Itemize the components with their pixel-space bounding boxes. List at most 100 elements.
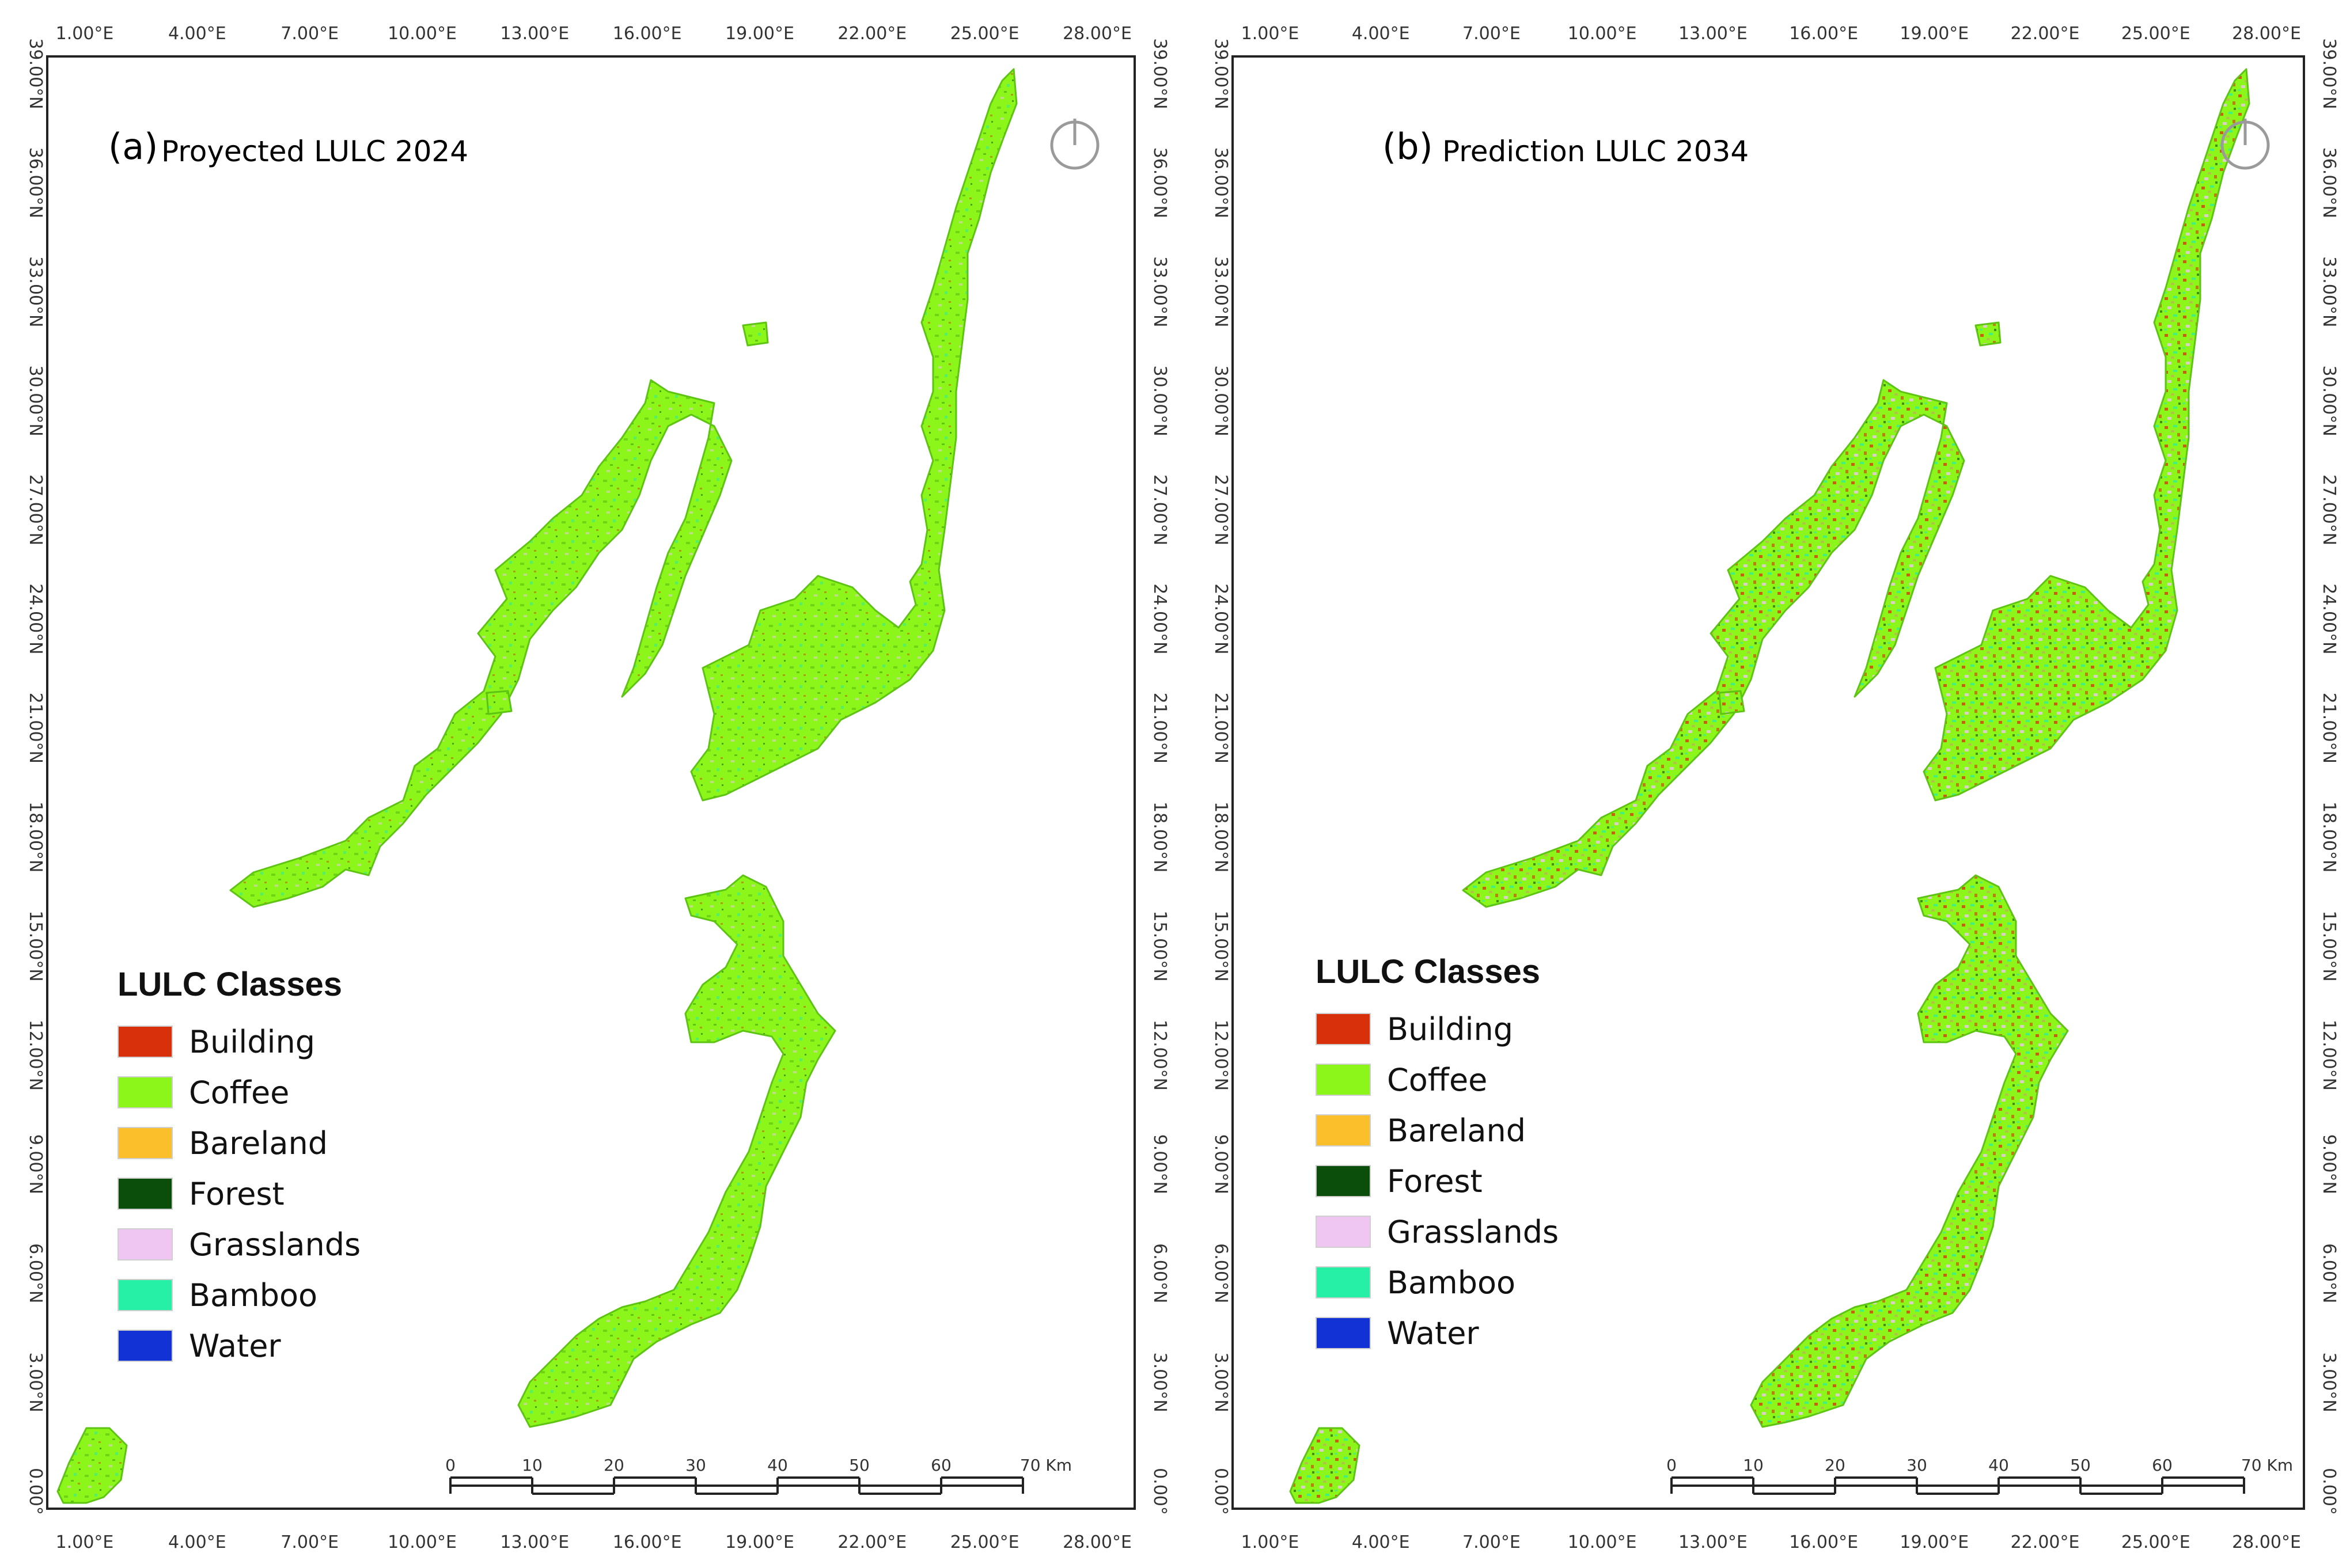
scalebar-label: 50 (2070, 1456, 2091, 1475)
panel-b-title: Prediction LULC 2034 (1442, 135, 1749, 168)
lat-tick-left: 18.00°N (1211, 802, 1231, 872)
lat-tick-left: 0.00° (1211, 1468, 1231, 1515)
lon-tick-bottom: 1.00°E (1241, 1532, 1299, 1552)
legend-label: Bareland (1387, 1112, 1526, 1149)
lon-tick-top: 13.00°E (500, 24, 569, 44)
legend-label: Water (1387, 1315, 1479, 1351)
lon-tick-top: 25.00°E (950, 24, 1019, 44)
lat-tick-right: 30.00°N (2319, 365, 2339, 436)
lat-tick-left: 24.00°N (1211, 583, 1231, 654)
lon-tick-top: 22.00°E (2011, 24, 2080, 44)
legend-swatch (117, 1127, 173, 1159)
legend-swatch (1316, 1114, 1371, 1146)
legend-swatch (1316, 1216, 1371, 1248)
panel-b-letter: (b) (1382, 126, 1433, 168)
legend-label: Grasslands (189, 1226, 361, 1263)
lat-tick-left: 39.00°N (25, 38, 46, 109)
compass-icon (2220, 119, 2270, 170)
lon-tick-top: 4.00°E (168, 24, 226, 44)
lat-tick-left: 6.00°N (1211, 1243, 1231, 1303)
lat-tick-right: 12.00°N (2319, 1020, 2339, 1091)
map-a-grid (46, 55, 1136, 1510)
lat-tick-right: 30.00°N (1150, 365, 1170, 436)
lon-tick-bottom: 19.00°E (1900, 1532, 1969, 1552)
map-b-svg: 1.00°E 1.00°E 4.00°E 4.00°E 7.00°E 7.00°E 10.0… (1211, 24, 2339, 1552)
lon-tick-bottom: 10.00°E (388, 1532, 457, 1552)
lat-tick-left: 12.00°N (1211, 1020, 1231, 1091)
lon-tick-bottom: 4.00°E (168, 1532, 226, 1552)
legend-label: Building (189, 1023, 316, 1060)
lon-tick-top: 28.00°E (1063, 24, 1132, 44)
lat-tick-right: 36.00°N (2319, 147, 2339, 218)
legend-label: Forest (1387, 1163, 1483, 1199)
scalebar-label: 10 (522, 1456, 543, 1475)
lon-tick-bottom: 7.00°E (281, 1532, 339, 1552)
lon-tick-top: 16.00°E (1789, 24, 1858, 44)
scalebar-unit: 70 Km (2241, 1456, 2293, 1475)
lon-tick-bottom: 28.00°E (2232, 1532, 2301, 1552)
legend-a: LULC Classes Building Coffee Bareland Fores… (117, 965, 361, 1371)
lulc-region (229, 379, 733, 908)
lon-tick-bottom: 25.00°E (2121, 1532, 2190, 1552)
legend-swatch (1316, 1064, 1371, 1096)
legend-swatch (1316, 1013, 1371, 1045)
lulc-region (690, 68, 1018, 802)
lat-tick-right: 9.00°N (2319, 1134, 2339, 1194)
scalebar-label: 20 (1825, 1456, 1845, 1475)
lulc-region (1974, 321, 2002, 347)
legend-a-title: LULC Classes (117, 966, 343, 1003)
map-frame (46, 55, 1136, 1510)
map-a-svg: 1.00°E 1.00°E 4.00°E 4.00°E 7.00°E 7.00°E 10.0… (25, 24, 1170, 1552)
lat-tick-right: 33.00°N (1150, 256, 1170, 327)
lat-tick-left: 15.00°N (25, 910, 46, 981)
legend-swatch (1316, 1317, 1371, 1349)
scalebar-label: 40 (1988, 1456, 2009, 1475)
lon-tick-bottom: 13.00°E (500, 1532, 569, 1552)
lon-tick-top: 28.00°E (2232, 24, 2301, 44)
lon-tick-top: 7.00°E (281, 24, 339, 44)
lulc-region (1750, 874, 2069, 1428)
lat-tick-right: 6.00°N (2319, 1243, 2339, 1303)
scalebar-label: 0 (445, 1456, 456, 1475)
scalebar-label: 20 (604, 1456, 624, 1475)
legend-label: Building (1387, 1011, 1514, 1047)
lat-tick-right: 9.00°N (1150, 1134, 1170, 1194)
lon-tick-top: 22.00°E (837, 24, 907, 44)
lat-tick-right: 15.00°N (1150, 910, 1170, 981)
lat-tick-left: 33.00°N (25, 256, 46, 327)
lat-tick-left: 33.00°N (1211, 256, 1231, 327)
lat-tick-left: 39.00°N (1211, 38, 1231, 109)
lat-tick-right: 33.00°N (2319, 256, 2339, 327)
scalebar-label: 40 (767, 1456, 788, 1475)
legend-item-building: Building (1316, 1004, 1559, 1054)
lat-tick-right: 36.00°N (1150, 147, 1170, 218)
lat-tick-left: 6.00°N (25, 1243, 46, 1303)
legend-label: Water (189, 1327, 281, 1364)
map-panel-a: 1.00°E 1.00°E 4.00°E 4.00°E 7.00°E 7.00°E 10.0… (25, 24, 1170, 1552)
lulc-region (742, 321, 769, 347)
legend-swatch (117, 1026, 173, 1058)
legend-swatch (117, 1178, 173, 1210)
scalebar-label: 60 (2152, 1456, 2173, 1475)
legend-item-bamboo: Bamboo (117, 1270, 361, 1320)
lon-tick-bottom: 10.00°E (1568, 1532, 1637, 1552)
map-panel-b: 1.00°E 1.00°E 4.00°E 4.00°E 7.00°E 7.00°E 10.0… (1187, 0, 2350, 1568)
lat-tick-right: 39.00°N (1150, 38, 1170, 109)
lon-tick-top: 1.00°E (1241, 24, 1299, 44)
legend-item-bareland: Bareland (1316, 1105, 1559, 1156)
lulc-region (1462, 379, 1965, 908)
map-b-grid (1231, 55, 2305, 1510)
lat-tick-right: 0.00° (1150, 1468, 1170, 1515)
legend-label: Bamboo (1387, 1264, 1516, 1301)
scalebar-label: 30 (1906, 1456, 1927, 1475)
lon-tick-bottom: 1.00°E (56, 1532, 114, 1552)
lat-tick-left: 12.00°N (25, 1020, 46, 1091)
lat-tick-left: 27.00°N (1211, 474, 1231, 545)
map-b-scalebar: 0 10 20 30 40 50 60 70 Km (1666, 1456, 2293, 1495)
lon-tick-bottom: 22.00°E (2011, 1532, 2080, 1552)
lon-tick-top: 4.00°E (1352, 24, 1410, 44)
lon-tick-top: 25.00°E (2121, 24, 2190, 44)
lon-tick-bottom: 22.00°E (837, 1532, 907, 1552)
legend-b-title: LULC Classes (1316, 953, 1541, 990)
lon-tick-bottom: 16.00°E (1789, 1532, 1858, 1552)
